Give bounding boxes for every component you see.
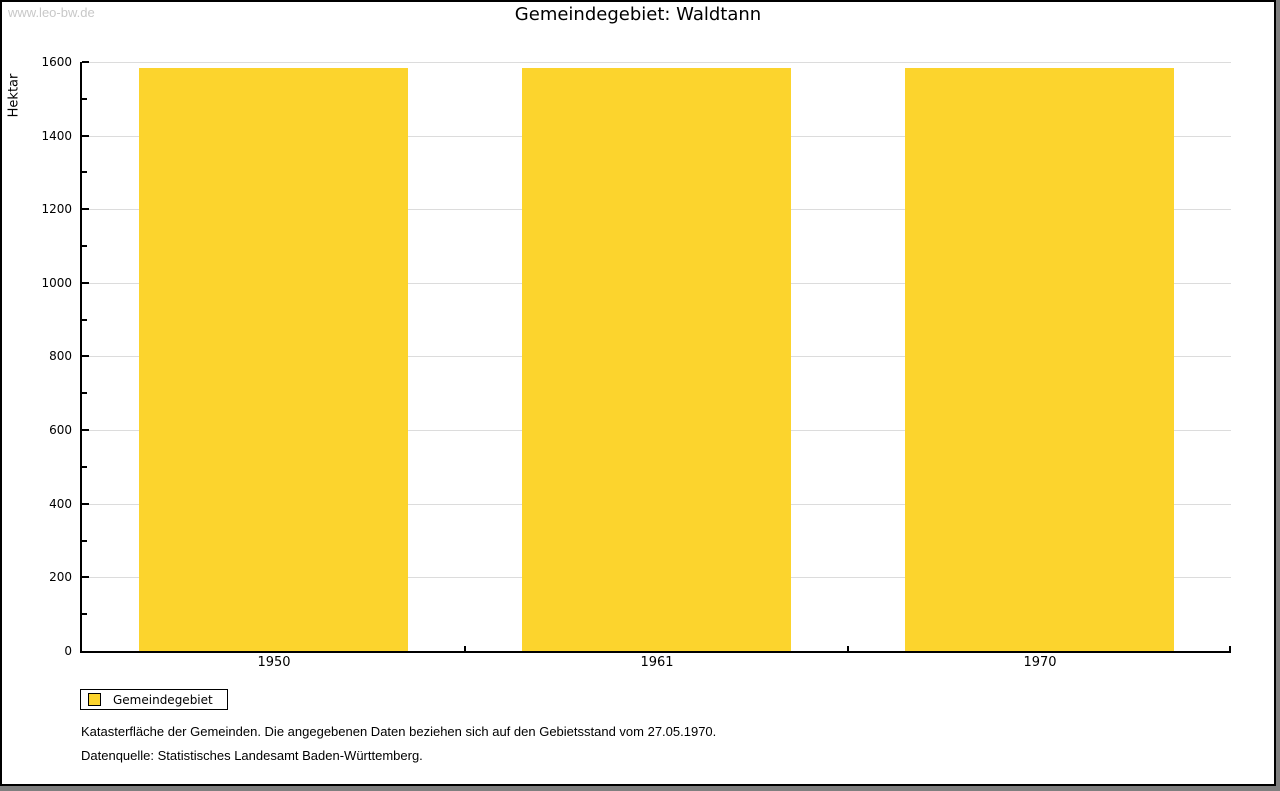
bar xyxy=(522,68,791,651)
x-tick-label: 1970 xyxy=(1023,655,1057,670)
legend: Gemeindegebiet xyxy=(80,689,228,710)
y-tick-label: 1000 xyxy=(41,276,72,290)
y-minor-tick xyxy=(82,540,87,542)
x-tick-label: 1961 xyxy=(640,655,674,670)
y-major-tick xyxy=(82,135,89,137)
y-tick-label: 1400 xyxy=(41,129,72,143)
gridline xyxy=(82,62,1231,63)
category-boundary-tick xyxy=(847,646,849,651)
legend-swatch-icon xyxy=(88,693,101,706)
y-minor-tick xyxy=(82,171,87,173)
y-major-tick xyxy=(82,503,89,505)
y-tick-label: 800 xyxy=(49,349,72,363)
watermark: www.leo-bw.de xyxy=(8,5,95,20)
footnote-description: Katasterfläche der Gemeinden. Die angege… xyxy=(81,724,717,739)
axis-end-tick xyxy=(1229,646,1231,651)
bar xyxy=(139,68,408,651)
x-tick-label: 1950 xyxy=(257,655,291,670)
footnote-source: Datenquelle: Statistisches Landesamt Bad… xyxy=(81,748,423,763)
y-tick-label: 400 xyxy=(49,497,72,511)
y-major-tick xyxy=(82,429,89,431)
y-minor-tick xyxy=(82,98,87,100)
bar xyxy=(905,68,1174,651)
y-tick-label: 600 xyxy=(49,423,72,437)
y-major-tick xyxy=(82,355,89,357)
y-tick-label: 1200 xyxy=(41,202,72,216)
legend-label: Gemeindegebiet xyxy=(113,692,213,707)
y-axis-label: Hektar xyxy=(6,73,22,118)
y-minor-tick xyxy=(82,466,87,468)
category-boundary-tick xyxy=(464,646,466,651)
y-tick-label: 200 xyxy=(49,570,72,584)
y-major-tick xyxy=(82,576,89,578)
y-tick-label: 0 xyxy=(64,644,72,658)
y-minor-tick xyxy=(82,319,87,321)
y-minor-tick xyxy=(82,613,87,615)
y-major-tick xyxy=(82,61,89,63)
y-tick-label: 1600 xyxy=(41,55,72,69)
y-minor-tick xyxy=(82,245,87,247)
y-major-tick xyxy=(82,282,89,284)
y-major-tick xyxy=(82,208,89,210)
chart-title: Gemeindegebiet: Waldtann xyxy=(514,4,762,25)
y-minor-tick xyxy=(82,392,87,394)
plot-area xyxy=(80,61,1231,653)
